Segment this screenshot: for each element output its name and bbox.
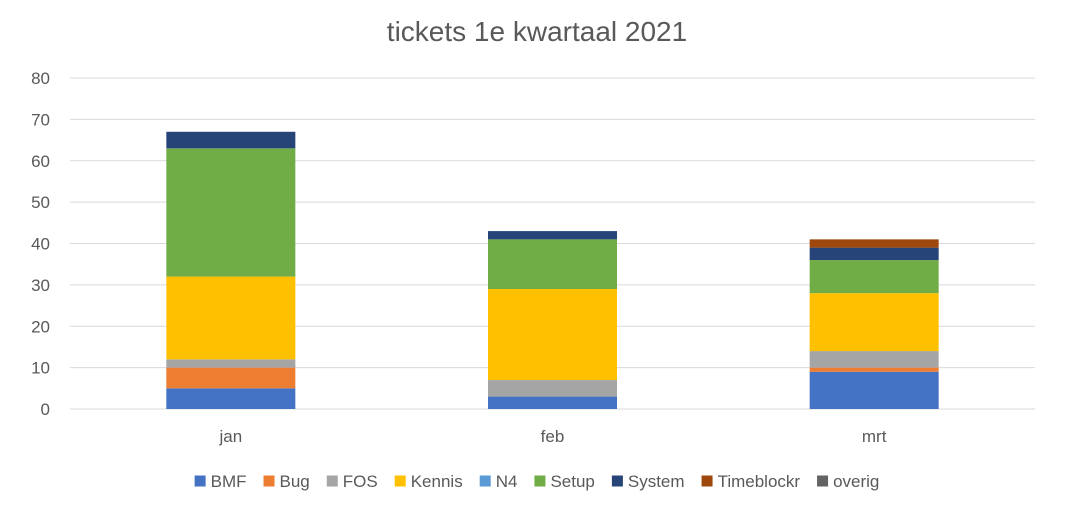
bar-segment-kennis-mrt [809, 293, 939, 352]
bar-segment-bmf-jan [166, 388, 296, 409]
y-tick-label: 50 [31, 193, 50, 212]
legend-label: BMF [211, 472, 247, 491]
legend-swatch [326, 475, 338, 487]
y-tick-label: 60 [31, 152, 50, 171]
bars [166, 131, 939, 409]
bar-segment-fos-jan [166, 359, 296, 368]
y-tick-label: 0 [41, 400, 50, 419]
bar-segment-setup-feb [488, 239, 617, 290]
chart-title: tickets 1e kwartaal 2021 [387, 16, 687, 47]
bar-segment-bmf-mrt [809, 371, 939, 409]
legend-swatch [611, 475, 623, 487]
legend-item-kennis: Kennis [394, 472, 463, 491]
bar-segment-fos-feb [488, 380, 617, 397]
bar-stack-jan [166, 131, 296, 409]
legend-label: Kennis [411, 472, 463, 491]
bar-segment-system-feb [488, 231, 617, 240]
bar-segment-timeblockr-mrt [809, 239, 939, 248]
legend-item-timeblockr: Timeblockr [701, 472, 801, 491]
legend-swatch [701, 475, 713, 487]
bar-segment-fos-mrt [809, 351, 939, 368]
legend-item-system: System [611, 472, 685, 491]
legend-item-setup: Setup [534, 472, 595, 491]
bar-segment-bug-mrt [809, 367, 939, 372]
bar-segment-system-mrt [809, 247, 939, 261]
y-tick-label: 20 [31, 317, 50, 336]
legend-swatch [534, 475, 546, 487]
legend-item-overig: overig [817, 472, 879, 491]
bar-stack-mrt [809, 239, 939, 409]
x-tick-label: feb [541, 427, 565, 446]
bar-stack-feb [488, 231, 617, 409]
legend-swatch [479, 475, 491, 487]
x-tick-label: jan [218, 427, 242, 446]
legend-label: Timeblockr [718, 472, 801, 491]
legend: BMF Bug FOS Kennis N4 Setup System Timeblockr ov… [194, 472, 879, 491]
bar-segment-bug-jan [166, 367, 296, 389]
legend-label: Setup [550, 472, 594, 491]
legend-label: Bug [280, 472, 310, 491]
y-tick-label: 30 [31, 276, 50, 295]
bar-segment-setup-mrt [809, 260, 939, 294]
legend-swatch [194, 475, 206, 487]
y-tick-label: 40 [31, 235, 50, 254]
legend-swatch [263, 475, 275, 487]
x-axis-labels: jan feb mrt [218, 427, 886, 446]
legend-item-fos: FOS [326, 472, 378, 491]
y-axis-ticks: 0 10 20 30 40 50 60 70 80 [31, 69, 50, 419]
legend-label: overig [833, 472, 879, 491]
bar-segment-kennis-feb [488, 289, 617, 381]
legend-label: FOS [343, 472, 378, 491]
legend-label: N4 [496, 472, 518, 491]
legend-item-n4: N4 [479, 472, 518, 491]
bar-segment-setup-jan [166, 148, 296, 277]
bar-segment-system-jan [166, 131, 296, 149]
y-tick-label: 80 [31, 69, 50, 88]
legend-swatch [817, 475, 829, 487]
legend-item-bmf: BMF [194, 472, 247, 491]
x-tick-label: mrt [862, 427, 887, 446]
legend-swatch [394, 475, 406, 487]
y-tick-label: 70 [31, 110, 50, 129]
legend-label: System [628, 472, 685, 491]
y-tick-label: 10 [31, 359, 50, 378]
bar-segment-kennis-jan [166, 276, 296, 360]
legend-item-bug: Bug [263, 472, 310, 491]
bar-segment-bmf-feb [488, 396, 617, 409]
